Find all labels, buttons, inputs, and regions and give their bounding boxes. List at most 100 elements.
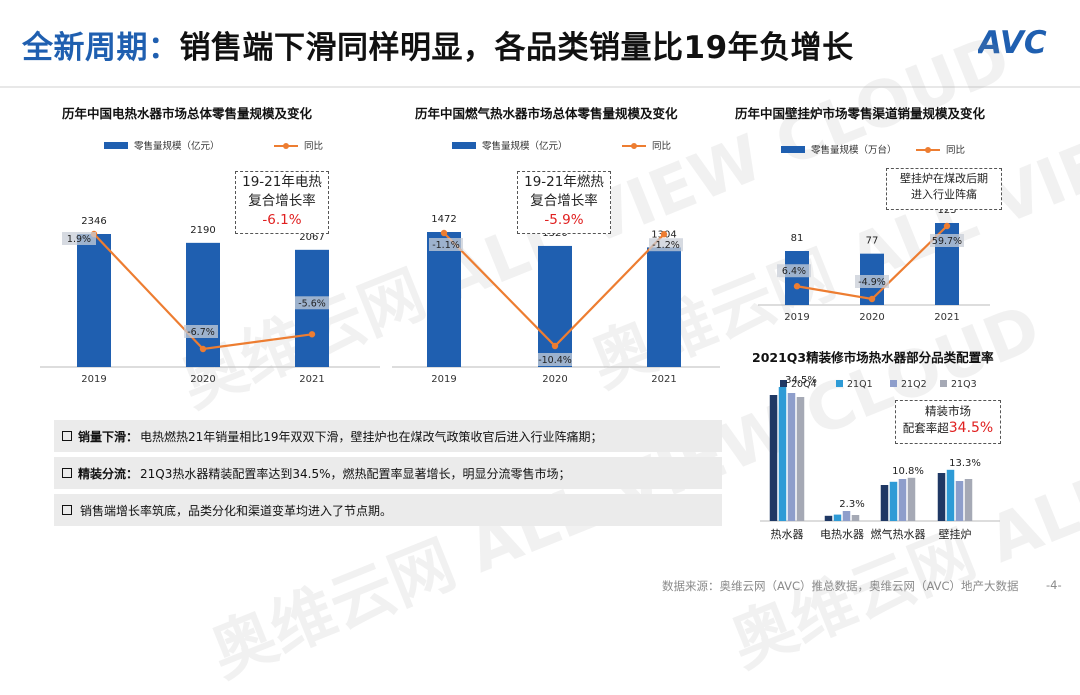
bar <box>937 473 946 521</box>
bar-value-label: 1472 <box>431 214 456 225</box>
legend-label: 同比 <box>946 144 965 156</box>
page-title-main: 销售端下滑同样明显，各品类销量比19年负增长 <box>179 30 854 66</box>
chart-title-electric: 历年中国电热水器市场总体零售量规模及变化 <box>62 106 313 121</box>
callout-line1: 壁挂炉在煤改后期 <box>900 172 988 185</box>
yoy-label: -4.9% <box>858 277 886 288</box>
chart-title-boiler: 历年中国壁挂炉市场零售渠道销量规模及变化 <box>735 106 986 121</box>
charts-canvas: 零售量规模（亿元） 同比 2346 2019 2190 2020 2067 2021 1.9% -… <box>40 140 1000 541</box>
yoy-point <box>440 229 448 237</box>
bar <box>778 387 787 521</box>
legend-bar-swatch <box>781 146 805 153</box>
legend-label: 零售量规模（亿元） <box>134 140 220 152</box>
bar-value-label: 2067 <box>299 232 324 243</box>
x-tick-label: 热水器 <box>771 528 804 541</box>
callout-line2: 复合增长率 <box>248 193 316 209</box>
legend-line-marker <box>925 147 931 153</box>
legend-swatch <box>890 380 897 387</box>
bar <box>907 477 916 521</box>
checkbox-icon <box>62 505 72 515</box>
bar-value-label: 13.3% <box>949 458 981 469</box>
bar <box>796 397 805 521</box>
bar-value-label: 2.3% <box>839 499 864 510</box>
yoy-label: 59.7% <box>932 236 962 247</box>
yoy-label: -1.1% <box>432 240 460 251</box>
data-source: 数据来源：奥维云网（AVC）推总数据，奥维云网（AVC）地产大数据 <box>662 579 1019 593</box>
bar-value-label: 81 <box>791 233 804 244</box>
checkbox-icon <box>62 468 72 478</box>
legend-swatch <box>940 380 947 387</box>
callout-line2: 进入行业阵痛 <box>911 188 977 201</box>
note-item: 销售端增长率筑底，品类分化和渠道变革均进入了节点期。 <box>54 494 722 526</box>
bar-value-label: 2190 <box>190 225 215 236</box>
legend-label: 零售量规模（万台） <box>811 144 897 156</box>
bar <box>898 479 907 521</box>
yoy-label-bg <box>855 275 889 288</box>
callout-gas: 19-21年燃热 复合增长率 -5.9% <box>517 171 611 234</box>
x-tick-label: 2019 <box>431 374 456 385</box>
chart-title-gas: 历年中国燃气热水器市场总体零售量规模及变化 <box>415 106 678 121</box>
bar <box>427 232 461 367</box>
bar <box>769 395 778 521</box>
callout-line1: 19-21年燃热 <box>524 174 604 190</box>
callout-line2: 复合增长率 <box>530 193 598 209</box>
callout-line1: 19-21年电热 <box>242 174 322 190</box>
bar-value-label: 34.5% <box>785 375 817 386</box>
callout-boiler: 壁挂炉在煤改后期 进入行业阵痛 <box>886 168 1002 210</box>
page-title: 全新周期：销售端下滑同样明显，各品类销量比19年负增长 <box>22 22 854 67</box>
yoy-label-bg <box>184 325 218 338</box>
page-title-accent: 全新周期： <box>22 30 180 66</box>
note-text: 电热燃热21年销量相比19年双双下滑，壁挂炉也在煤改气政策收官后进入行业阵痛期； <box>140 429 603 444</box>
x-tick-label: 2020 <box>542 374 567 385</box>
note-item: 精装分流： 21Q3热水器精装配置率达到34.5%，燃热配置率显著增长，明显分流零… <box>54 457 722 489</box>
legend-label: 21Q1 <box>847 379 873 390</box>
note-bold: 精装分流： <box>78 466 139 481</box>
yoy-point <box>199 345 207 353</box>
bar <box>833 514 842 521</box>
callout-line2-text: 配套率超 <box>902 421 949 435</box>
note-text: 销售端增长率筑底，品类分化和渠道变革均进入了节点期。 <box>80 503 393 518</box>
bar <box>77 234 111 367</box>
legend-swatch <box>836 380 843 387</box>
yoy-label-bg <box>930 234 964 247</box>
legend-line-marker <box>631 143 637 149</box>
legend-label: 21Q2 <box>901 379 927 390</box>
x-tick-label: 2021 <box>934 312 959 323</box>
notes-panel: 销量下滑： 电热燃热21年销量相比19年双双下滑，壁挂炉也在煤改气政策收官后进入行… <box>54 420 722 531</box>
yoy-label-bg <box>649 238 683 252</box>
bar-value-label: 2346 <box>81 216 106 227</box>
callout-line2: 配套率超34.5% <box>896 420 1000 437</box>
yoy-label-bg <box>538 353 572 366</box>
bar <box>851 515 860 521</box>
bar <box>946 469 955 521</box>
x-tick-label: 2020 <box>859 312 884 323</box>
legend-bar-swatch <box>104 142 128 149</box>
yoy-label: 1.9% <box>67 234 91 245</box>
yoy-point <box>551 342 559 350</box>
yoy-label-bg <box>777 264 811 278</box>
bar <box>647 247 681 367</box>
bar-value-label: 123 <box>937 205 956 216</box>
x-tick-label: 电热水器 <box>820 528 864 541</box>
callout-value: -5.9% <box>544 212 584 228</box>
x-tick-label: 2021 <box>299 374 324 385</box>
yoy-label: -5.6% <box>298 298 326 309</box>
bar-value-label: 77 <box>866 236 879 247</box>
header-divider <box>0 86 1080 88</box>
x-tick-label: 2020 <box>190 374 215 385</box>
bar <box>880 485 889 521</box>
note-text: 21Q3热水器精装配置率达到34.5%，燃热配置率显著增长，明显分流零售市场； <box>140 466 571 481</box>
bar-value-label: 10.8% <box>892 466 924 477</box>
yoy-label: 6.4% <box>782 266 806 277</box>
checkbox-icon <box>62 431 72 441</box>
callout-value: -6.1% <box>262 212 302 228</box>
legend-label: 零售量规模（亿元） <box>482 140 568 152</box>
avc-logo: AVC <box>975 25 1064 61</box>
x-tick-label: 壁挂炉 <box>939 527 972 541</box>
callout-line1: 精装市场 <box>925 404 971 418</box>
yoy-point <box>660 231 668 238</box>
yoy-point <box>943 222 951 230</box>
bar <box>964 479 973 521</box>
callout-electric: 19-21年电热 复合增长率 -6.1% <box>235 171 329 234</box>
x-tick-label: 燃气热水器 <box>871 527 926 541</box>
yoy-label: -6.7% <box>187 327 215 338</box>
